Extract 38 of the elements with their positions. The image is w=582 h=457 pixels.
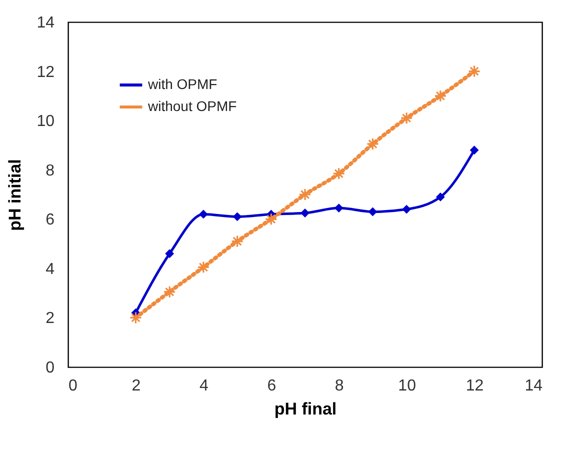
- y-axis-title: pH initial: [6, 159, 25, 231]
- y-tick-label: 8: [46, 162, 55, 180]
- x-tick-label: 14: [524, 378, 543, 394]
- x-tick-label: 8: [334, 378, 344, 394]
- x-axis-title: pH final: [274, 400, 337, 418]
- point: [470, 146, 479, 155]
- point: [198, 210, 208, 219]
- point: [197, 260, 210, 274]
- y-tick-label: 6: [46, 212, 55, 229]
- y-tick-label: 12: [36, 64, 55, 81]
- legend-label: with OPMF: [147, 76, 218, 92]
- y-tick-label: 10: [36, 113, 55, 130]
- point: [400, 112, 413, 124]
- point: [165, 249, 174, 258]
- point: [232, 212, 242, 222]
- point: [402, 204, 412, 214]
- legend-label: without OPMF: [147, 98, 237, 114]
- point: [468, 65, 481, 78]
- point: [332, 167, 346, 180]
- point: [163, 286, 176, 298]
- x-tick-label: 2: [132, 378, 141, 394]
- x-tick-label: 0: [68, 378, 78, 394]
- y-tick-label: 2: [46, 310, 55, 328]
- y-tick-label: 14: [36, 14, 55, 32]
- point: [298, 188, 312, 201]
- point: [436, 192, 445, 202]
- point: [264, 212, 278, 226]
- y-tick-label: 4: [46, 260, 55, 278]
- point: [434, 90, 447, 102]
- point: [300, 208, 310, 218]
- point: [366, 138, 379, 150]
- point: [231, 235, 244, 248]
- point: [129, 311, 142, 324]
- x-tick-label: 4: [199, 378, 208, 394]
- x-tick-label: 12: [466, 378, 484, 394]
- y-tick-label: 0: [46, 360, 55, 376]
- x-tick-label: 6: [267, 378, 276, 394]
- x-tick-label: 10: [398, 378, 416, 394]
